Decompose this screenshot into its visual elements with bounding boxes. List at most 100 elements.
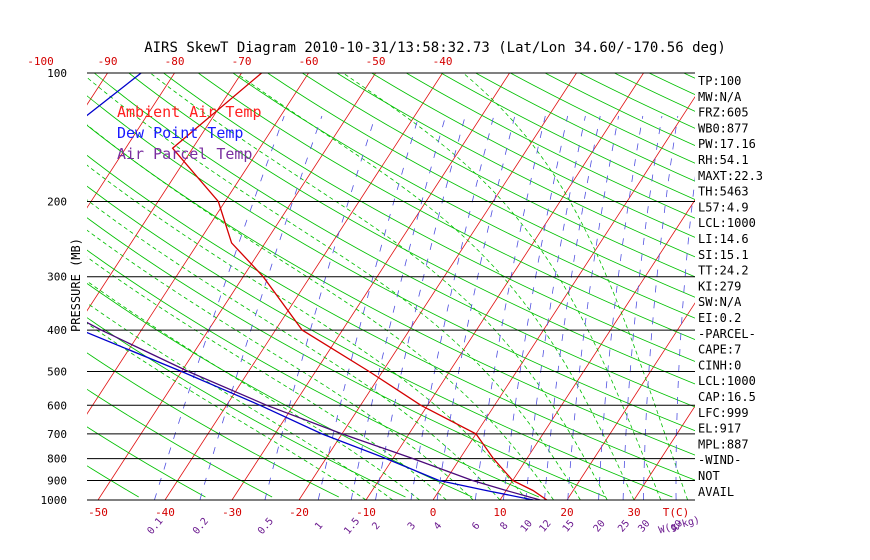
dry-adiabat-line (510, 73, 695, 164)
dry-adiabat-line (544, 73, 695, 146)
index-value: LI:14.6 (698, 232, 749, 246)
mixing-ratio-line (567, 115, 619, 500)
index-value: MPL:887 (698, 437, 749, 451)
mixing-ratio-line (622, 115, 663, 500)
x-axis-label: T(C) (663, 506, 690, 519)
mixing-ratio-label: 4 (432, 521, 444, 533)
pressure-tick-label: 500 (47, 365, 67, 378)
legend-dewpoint: Dew Point Temp (117, 124, 243, 142)
chart-title: AIRS SkewT Diagram 2010-10-31/13:58:32.7… (144, 40, 726, 56)
isotherm-line (633, 405, 695, 500)
isotherm-line (768, 73, 870, 500)
isotherm-line (87, 73, 309, 415)
moist-adiabat-line (87, 302, 394, 500)
moist-adiabat-line (87, 124, 554, 500)
series-line-ambient-temp (171, 73, 548, 500)
dry-adiabat-line (87, 154, 695, 481)
dry-adiabat-line (371, 73, 695, 238)
mixing-ratio-label: 20 (592, 518, 608, 534)
pressure-tick-label: 700 (47, 428, 67, 441)
mixing-ratio-line (598, 115, 644, 500)
moist-adiabat-line (87, 164, 528, 500)
dry-adiabat-line (0, 73, 5, 497)
mixing-ratio-label: 3 (406, 521, 418, 533)
mixing-ratio-label: 0.1 (145, 516, 165, 537)
dry-adiabat-line (93, 73, 695, 408)
mixing-ratio-line (410, 115, 495, 500)
index-value: KI:279 (698, 279, 741, 293)
index-value: AVAIL (698, 485, 734, 499)
index-value: NOT (698, 469, 720, 483)
dry-adiabat-line (406, 73, 695, 219)
isotherm-line (0, 73, 41, 500)
mixing-ratio-label: 1 (313, 521, 325, 533)
mixing-ratio-label: 8 (498, 521, 510, 533)
mixing-ratio-label: 6 (470, 521, 482, 533)
dry-adiabat-line (87, 282, 473, 498)
index-value: MW:N/A (698, 90, 742, 104)
mixing-ratio-line (154, 115, 285, 500)
dry-adiabat-line (336, 73, 695, 258)
dry-adiabat-line (128, 73, 695, 385)
mixing-ratio-label: 10 (519, 518, 535, 534)
moist-adiabat-line (87, 199, 501, 500)
index-value: CINH:0 (698, 358, 741, 372)
top-temp-tick-label: -90 (98, 55, 118, 68)
isotherm-line (432, 96, 695, 500)
index-value: CAP:16.5 (698, 390, 756, 404)
y-axis-label: PRESSURE (MB) (69, 238, 83, 332)
index-value: WB0:877 (698, 121, 749, 135)
isotherm-line (365, 73, 644, 500)
mixing-ratio-line (317, 115, 420, 500)
top-temp-tick-label: -60 (299, 55, 319, 68)
dry-adiabat-line (87, 185, 673, 498)
mixing-ratio-line (264, 115, 376, 500)
dry-adiabat-line (87, 95, 695, 432)
pressure-tick-label: 300 (47, 271, 67, 284)
isotherm-line (87, 73, 242, 312)
pressure-tick-label: 900 (47, 474, 67, 487)
index-value: SW:N/A (698, 295, 742, 309)
moist-adiabat-line (87, 322, 367, 500)
index-value: EI:0.2 (698, 311, 741, 325)
isotherm-line (298, 73, 577, 500)
legend-parcel: Air Parcel Temp (117, 145, 252, 163)
dry-adiabat-line (267, 73, 695, 298)
moist-adiabat-line (87, 229, 474, 500)
isotherm-line (231, 73, 510, 500)
mixing-ratio-label: 0.2 (191, 516, 211, 537)
index-value: TH:5463 (698, 185, 749, 199)
series-line-dew-point (87, 73, 534, 500)
dry-adiabat-line (87, 124, 695, 456)
grid-layer (0, 73, 870, 500)
index-value: LCL:1000 (698, 374, 756, 388)
moist-adiabat-line (464, 73, 688, 500)
pressure-tick-label: 100 (47, 67, 67, 80)
moist-adiabat-line (237, 73, 635, 500)
pressure-tick-label: 800 (47, 453, 67, 466)
top-temp-tick-label: -50 (366, 55, 386, 68)
mixing-ratio-line (199, 115, 323, 500)
isotherm-line (164, 73, 443, 500)
pressure-tick-label: 1000 (41, 494, 68, 507)
isotherm-line (499, 199, 695, 500)
mixing-ratio-label: 1.5 (342, 516, 362, 537)
legend-ambient: Ambient Air Temp (117, 103, 262, 121)
index-value: TT:24.2 (698, 264, 749, 278)
label-layer: 1002003004005006007008009001000-120-110-… (27, 55, 763, 537)
dry-adiabat-line (475, 73, 695, 182)
dry-adiabat-line (753, 73, 870, 497)
index-value: L57:4.9 (698, 200, 749, 214)
dry-adiabat-line (87, 217, 606, 498)
index-value: TP:100 (698, 74, 741, 88)
bottom-temp-tick-label: -20 (289, 506, 309, 519)
index-value: EL:917 (698, 422, 741, 436)
bottom-temp-tick-label: -30 (222, 506, 242, 519)
top-temp-tick-label: -100 (27, 55, 54, 68)
moist-adiabat-line (87, 76, 581, 500)
mixing-ratio-label: 12 (537, 518, 553, 534)
dry-adiabat-line (87, 352, 339, 498)
series-layer (87, 73, 548, 500)
index-value: -PARCEL- (698, 327, 756, 341)
